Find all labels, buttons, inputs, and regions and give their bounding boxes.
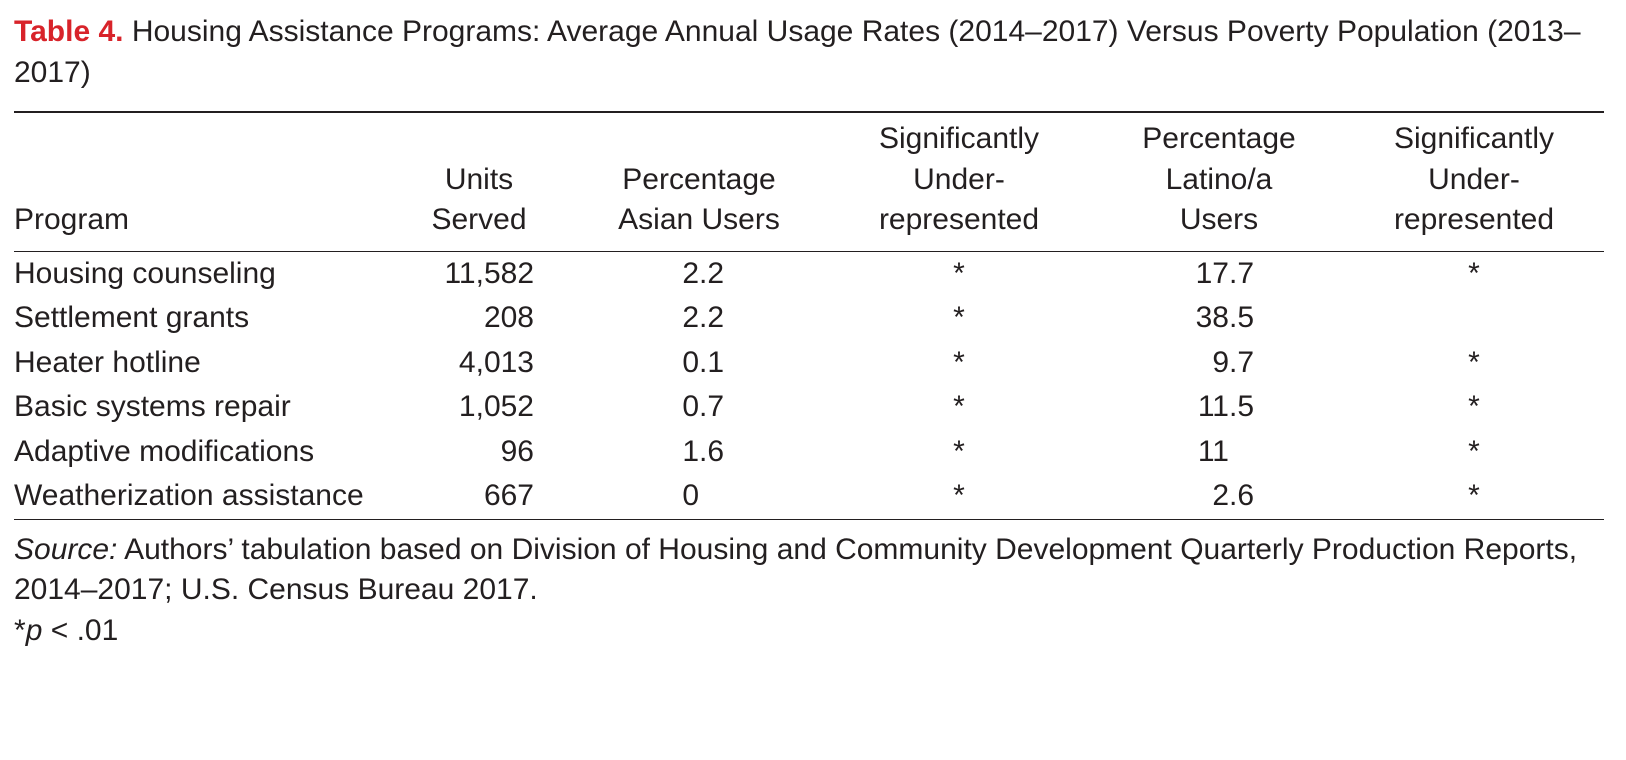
sig-asian-cell: *	[824, 474, 1094, 519]
table-body: Housing counseling11,5822.2*17.7*Settlem…	[14, 251, 1604, 519]
pct-latino-cell: 9.7	[1094, 341, 1344, 386]
units-served-cell: 208	[384, 296, 574, 341]
pct-asian-cell: 0.7	[574, 385, 824, 430]
program-cell: Basic systems repair	[14, 385, 384, 430]
table-row: Settlement grants2082.2*38.5	[14, 296, 1604, 341]
col-header-pct-latino: PercentageLatino/aUsers	[1094, 112, 1344, 251]
program-cell: Adaptive modifications	[14, 430, 384, 475]
housing-assistance-table: Program UnitsServed PercentageAsian User…	[14, 111, 1604, 520]
sig-asian-cell: *	[824, 296, 1094, 341]
pct-latino-cell: 2.6	[1094, 474, 1344, 519]
program-cell: Heater hotline	[14, 341, 384, 386]
source-text-content: Authors’ tabulation based on Division of…	[14, 533, 1577, 607]
table-row: Heater hotline4,0130.1*9.7*	[14, 341, 1604, 386]
table-title-text-content: Housing Assistance Programs: Average Ann…	[14, 15, 1581, 89]
pct-latino-cell: 17.7	[1094, 251, 1344, 296]
col-header-pct-asian: PercentageAsian Users	[574, 112, 824, 251]
table-row: Housing counseling11,5822.2*17.7*	[14, 251, 1604, 296]
units-served-cell: 96	[384, 430, 574, 475]
source-line: Source: Authors’ tabulation based on Div…	[14, 530, 1604, 611]
units-served-cell: 4,013	[384, 341, 574, 386]
table-header: Program UnitsServed PercentageAsian User…	[14, 112, 1604, 251]
col-header-program: Program	[14, 112, 384, 251]
units-served-cell: 1,052	[384, 385, 574, 430]
sig-p: p	[26, 614, 43, 647]
pct-asian-cell: 0.1	[574, 341, 824, 386]
pct-asian-cell: 2.2	[574, 251, 824, 296]
units-served-cell: 667	[384, 474, 574, 519]
col-header-sig-asian: SignificantlyUnder-represented	[824, 112, 1094, 251]
col-header-sig-latino: SignificantlyUnder-represented	[1344, 112, 1604, 251]
pct-latino-cell: 11.5	[1094, 385, 1344, 430]
sig-latino-cell: *	[1344, 430, 1604, 475]
sig-prefix: *	[14, 614, 26, 647]
program-cell: Weatherization assistance	[14, 474, 384, 519]
sig-asian-cell: *	[824, 251, 1094, 296]
pct-asian-cell: 0	[574, 474, 824, 519]
program-cell: Housing counseling	[14, 251, 384, 296]
sig-latino-cell: *	[1344, 341, 1604, 386]
program-cell: Settlement grants	[14, 296, 384, 341]
significance-note: *p < .01	[14, 611, 1604, 652]
table-title-block: Table 4. Housing Assistance Programs: Av…	[14, 12, 1604, 93]
table-label: Table 4.	[14, 15, 123, 48]
pct-latino-cell: 11	[1094, 430, 1344, 475]
sig-latino-cell: *	[1344, 474, 1604, 519]
pct-latino-cell: 38.5	[1094, 296, 1344, 341]
pct-asian-cell: 1.6	[574, 430, 824, 475]
sig-latino-cell	[1344, 296, 1604, 341]
table-footnote: Source: Authors’ tabulation based on Div…	[14, 530, 1604, 652]
sig-latino-cell: *	[1344, 251, 1604, 296]
sig-latino-cell: *	[1344, 385, 1604, 430]
sig-rest: < .01	[42, 614, 118, 647]
sig-asian-cell: *	[824, 385, 1094, 430]
table-row: Weatherization assistance6670*2.6*	[14, 474, 1604, 519]
table-row: Adaptive modifications961.6*11*	[14, 430, 1604, 475]
source-label: Source:	[14, 533, 117, 566]
units-served-cell: 11,582	[384, 251, 574, 296]
sig-asian-cell: *	[824, 430, 1094, 475]
pct-asian-cell: 2.2	[574, 296, 824, 341]
table-row: Basic systems repair1,0520.7*11.5*	[14, 385, 1604, 430]
sig-asian-cell: *	[824, 341, 1094, 386]
col-header-units: UnitsServed	[384, 112, 574, 251]
